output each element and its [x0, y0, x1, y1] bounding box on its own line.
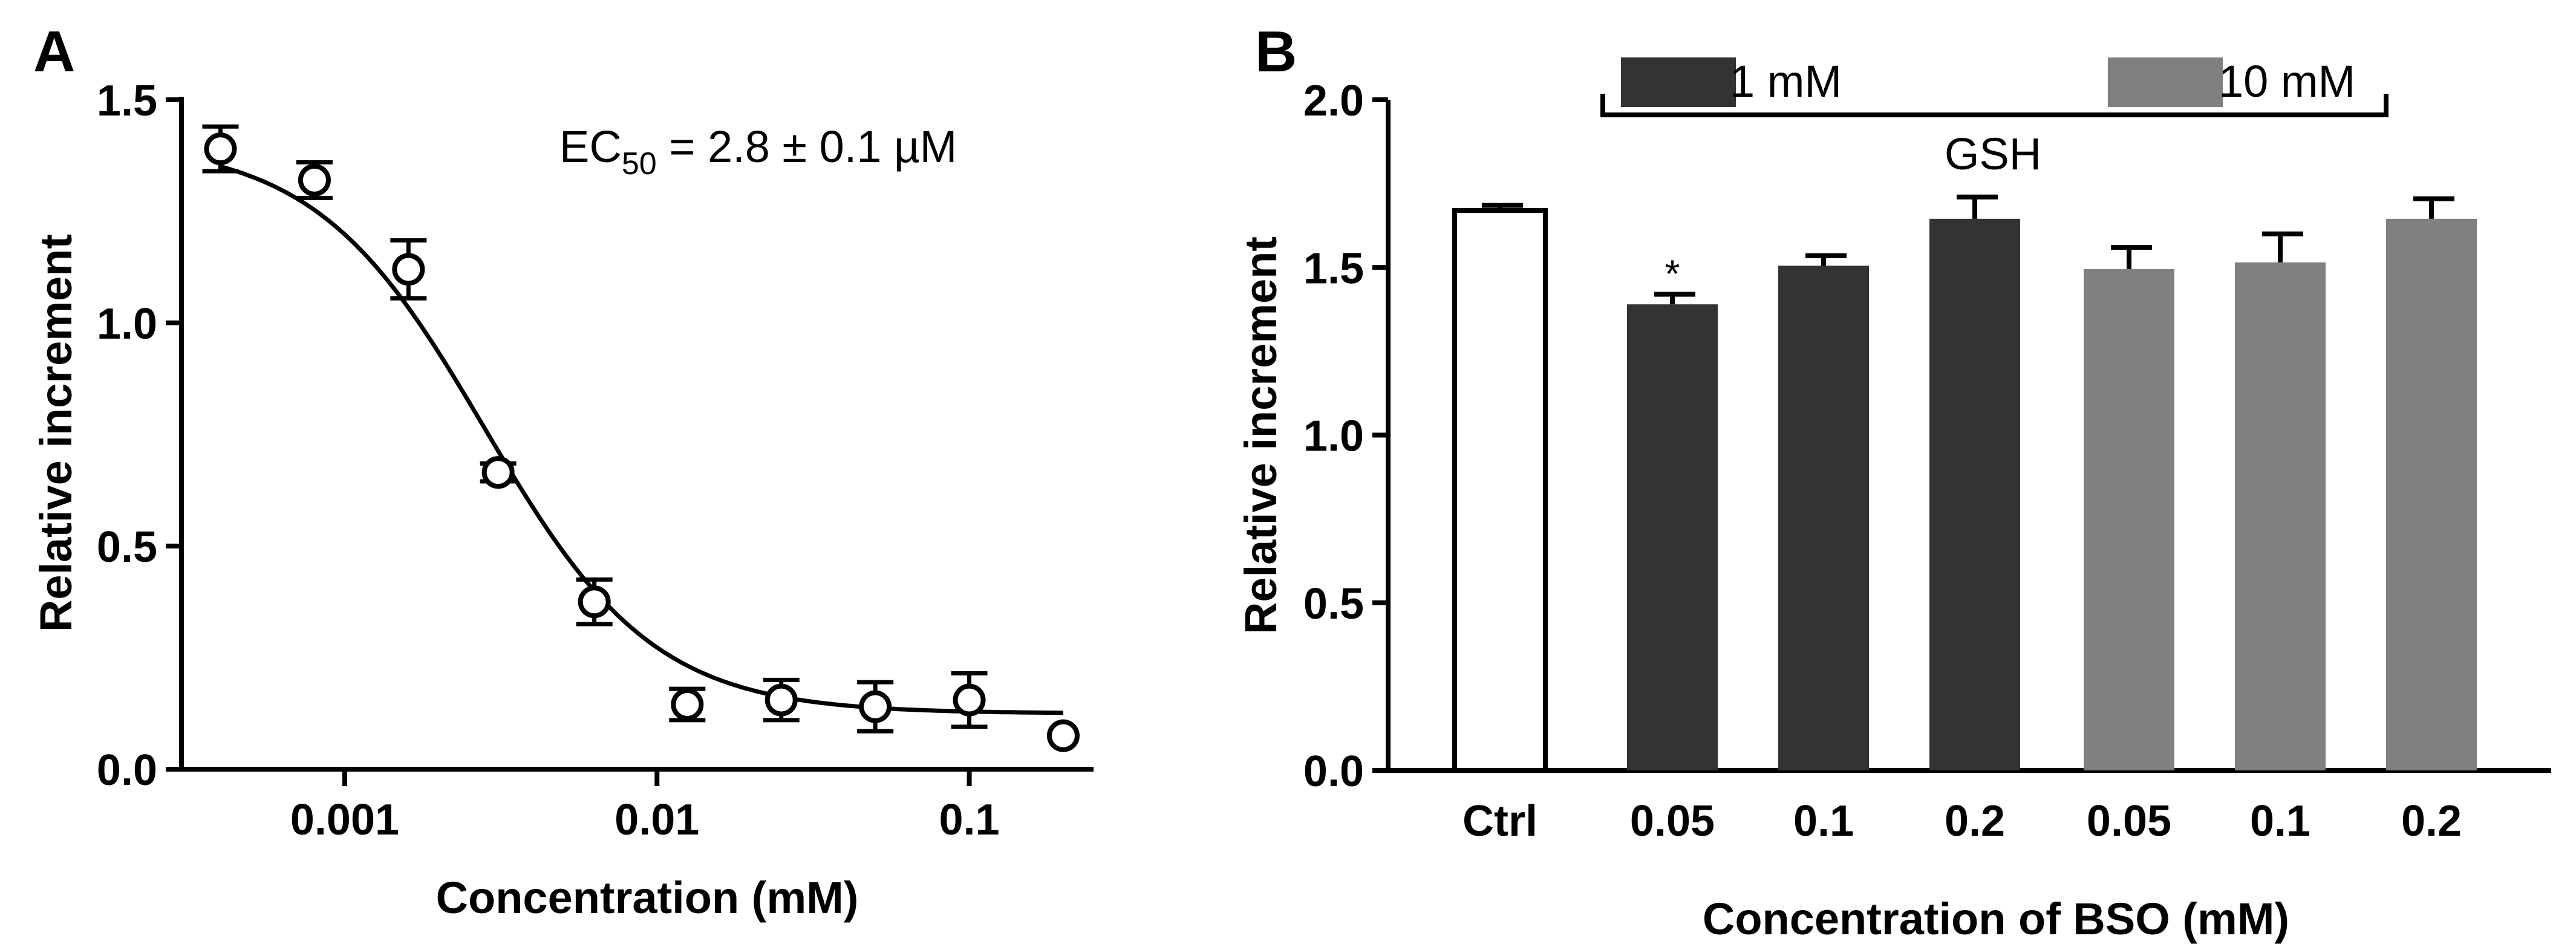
- x-tick-label: 0.01: [615, 796, 699, 844]
- panel-a-label: A: [33, 19, 75, 84]
- bar-10mM: [2084, 269, 2174, 771]
- y-tick-label: 1.0: [97, 300, 157, 348]
- panel-a-x-axis-title: Concentration (mM): [436, 873, 859, 923]
- panel-b-y-axis-title: Relative increment: [1236, 236, 1286, 634]
- x-tick-label: 0.2: [1945, 797, 2005, 845]
- legend-swatch-1mm: [1621, 57, 1736, 107]
- legend-swatch-10mm: [2108, 57, 2223, 107]
- y-tick-label: 0.5: [97, 523, 157, 571]
- ec50-annotation: EC50 = 2.8 ± 0.1 µM: [559, 122, 957, 181]
- bar-10mM: [2235, 262, 2326, 770]
- data-point: [859, 690, 892, 723]
- bar-1mM: [1627, 304, 1718, 770]
- panel-b-x-axis-title: Concentration of BSO (mM): [1703, 894, 2289, 944]
- data-point: [1046, 719, 1080, 752]
- ec50-subscript: 50: [622, 146, 657, 181]
- gsh-bracket-label: GSH: [1945, 129, 2041, 179]
- x-tick-label: 0.001: [290, 796, 399, 844]
- ec50-prefix: EC: [559, 122, 622, 172]
- panel-b-label: B: [1255, 19, 1297, 84]
- y-tick-label: 1.0: [1303, 412, 1364, 461]
- x-tick-label: 0.1: [939, 796, 999, 844]
- gsh-bracket: [1600, 94, 2389, 117]
- bar-1mM: [1778, 265, 1869, 770]
- data-point: [204, 132, 237, 166]
- legend: 1 mM 10 mM: [1621, 56, 2355, 107]
- data-point: [578, 585, 611, 619]
- x-tick-label: 0.05: [2087, 797, 2171, 845]
- x-tick-label: 0.05: [1630, 797, 1715, 845]
- data-point: [765, 683, 798, 717]
- panel-a-y-axis-title: Relative increment: [31, 234, 81, 632]
- fit-curve: [220, 164, 1063, 715]
- data-point: [671, 688, 704, 721]
- panel-a: A 0.0 0.5 1.0 1.5 0.001 0.01 0.1 Concentratio…: [31, 19, 1094, 923]
- x-tick-label: Ctrl: [1462, 797, 1537, 845]
- bar-ctrl: [1452, 207, 1548, 773]
- significance-marker: *: [1665, 252, 1680, 296]
- y-tick-label: 2.0: [1303, 77, 1364, 125]
- y-tick-label: 0.5: [1303, 580, 1364, 628]
- x-tick-label: 0.2: [2401, 797, 2462, 845]
- legend-label-1mm: 1 mM: [1730, 56, 1842, 106]
- data-point: [953, 683, 986, 717]
- y-tick-label: 0.0: [1303, 747, 1364, 796]
- y-tick-label: 1.5: [1303, 244, 1364, 293]
- data-point: [392, 253, 425, 286]
- x-tick-label: 0.1: [2250, 797, 2310, 845]
- y-tick-label: 1.5: [97, 77, 157, 125]
- y-tick-label: 0.0: [97, 746, 157, 795]
- bar-10mM: [2386, 218, 2477, 770]
- ec50-value: = 2.8 ± 0.1 µM: [657, 122, 957, 172]
- x-tick-label: 0.1: [1793, 797, 1854, 845]
- bar-1mM: [1929, 218, 2020, 770]
- panel-b: B 0.0 0.5 1.0 1.5 2.0 * Ctrl 0.05 0.1 0.2 0.05 0.…: [1236, 19, 2551, 944]
- data-point: [298, 163, 331, 197]
- legend-label-10mm: 10 mM: [2219, 56, 2355, 106]
- data-point: [481, 456, 515, 489]
